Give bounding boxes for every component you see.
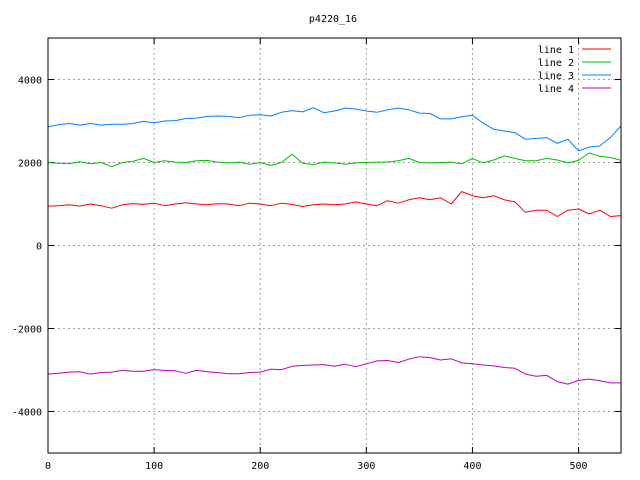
x-tick-label: 0 <box>45 461 51 472</box>
x-tick-label: 500 <box>570 461 588 472</box>
x-tick-label: 400 <box>463 461 481 472</box>
x-tick-label: 200 <box>251 461 269 472</box>
plot-frame <box>47 37 622 454</box>
legend-label-4: line 4 <box>538 84 574 95</box>
legend: line 1 line 2 line 3 line 4 <box>538 45 611 95</box>
y-tick-label: -2000 <box>12 325 42 336</box>
series-lines <box>47 107 622 385</box>
series-line-2 <box>47 152 622 168</box>
y-tick-label: -4000 <box>12 408 42 419</box>
legend-label-1: line 1 <box>538 45 574 56</box>
legend-label-2: line 2 <box>538 58 574 69</box>
x-tick-label: 300 <box>357 461 375 472</box>
series-line-1 <box>47 191 622 217</box>
series-line-3 <box>47 107 622 152</box>
axis-ticks: -4000 -2000 0 2000 4000 0 100 200 300 400 500 <box>12 38 621 472</box>
y-tick-label: 2000 <box>18 159 42 170</box>
chart-title: p4220_16 <box>309 14 357 25</box>
x-tick-label: 100 <box>145 461 163 472</box>
grid <box>47 38 621 453</box>
series-line-4 <box>47 356 621 385</box>
y-tick-label: 4000 <box>18 76 42 87</box>
legend-label-3: line 3 <box>538 71 574 82</box>
y-tick-label: 0 <box>36 242 42 253</box>
